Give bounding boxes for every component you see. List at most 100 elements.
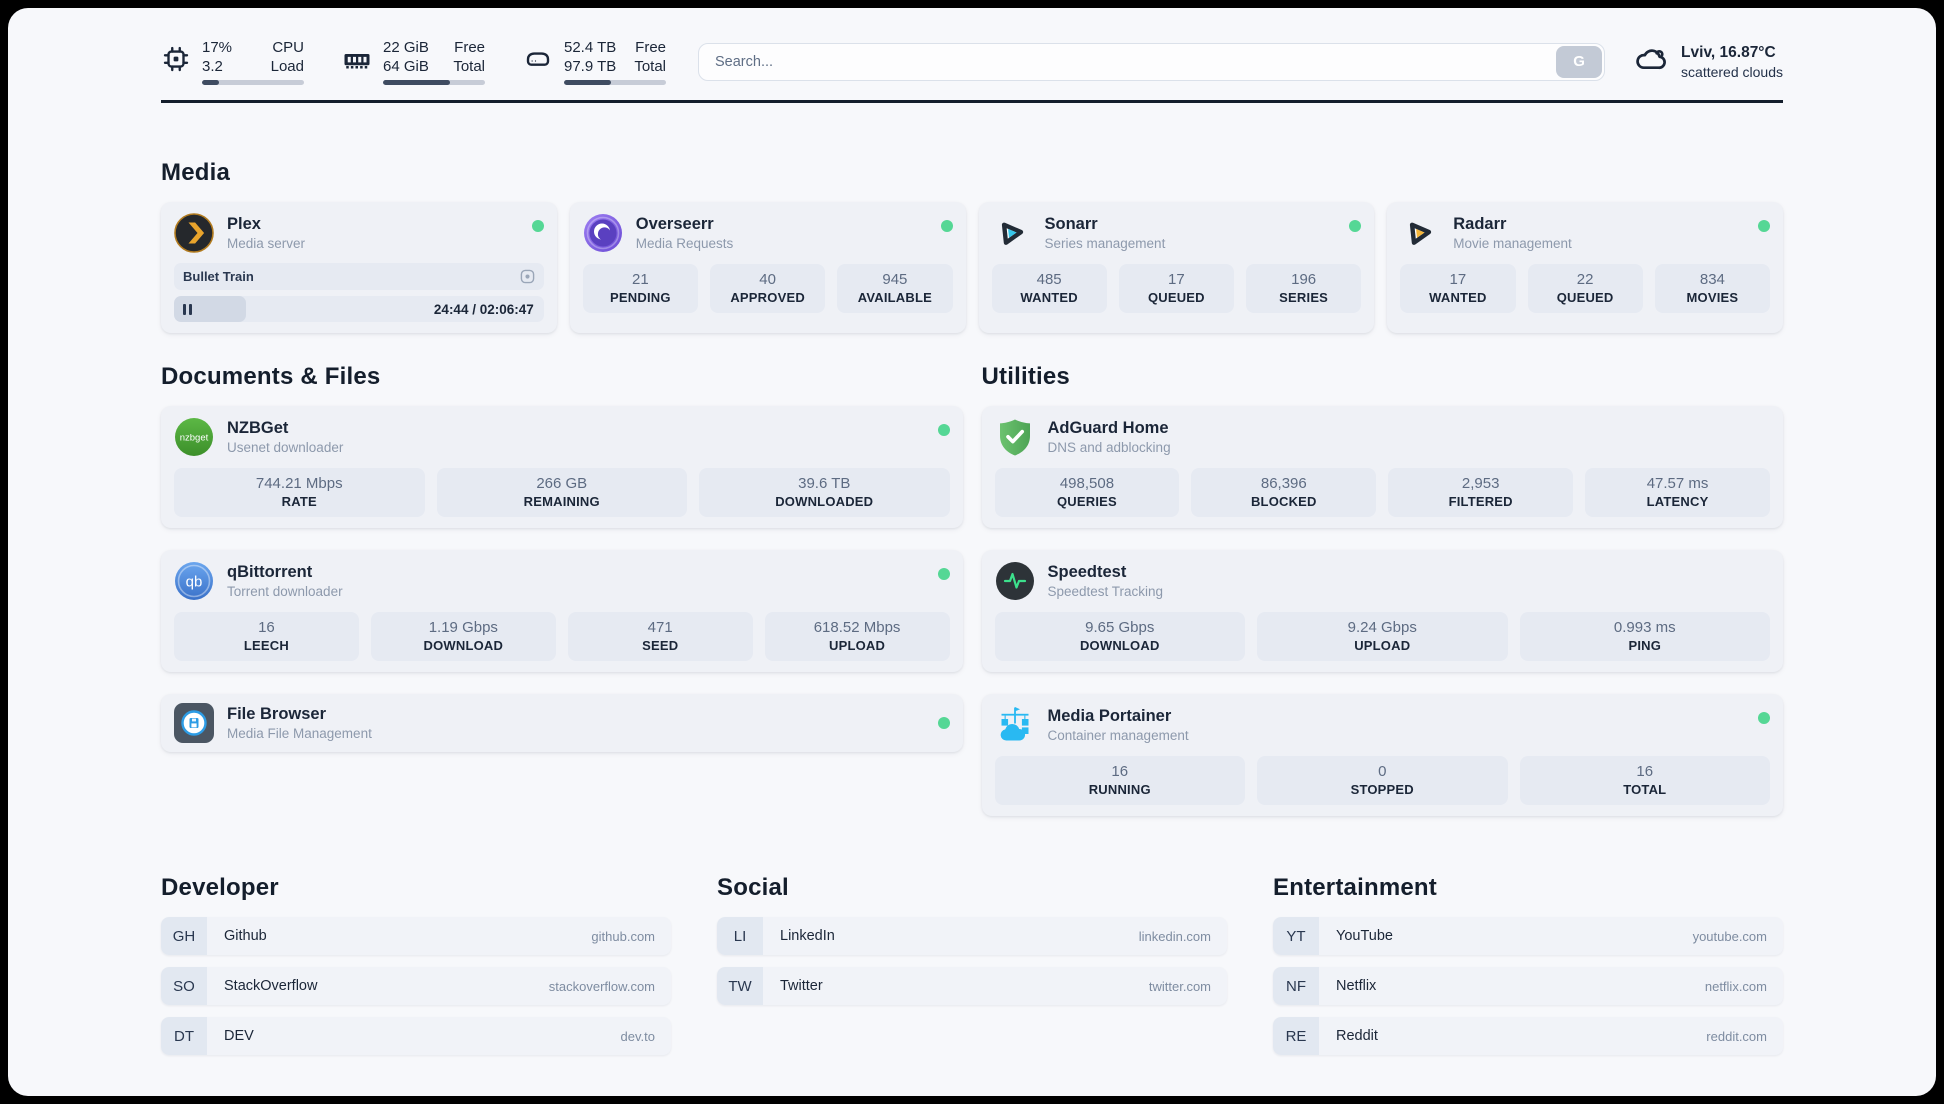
qbittorrent-stats: 16 LEECH 1.19 Gbps DOWNLOAD 471 SEED 6 [174, 612, 950, 661]
stat-running: 16 RUNNING [994, 756, 1245, 805]
portainer-card-header: Media Portainer Container management [995, 705, 1770, 745]
card-filebrowser[interactable]: File Browser Media File Management [161, 694, 963, 752]
app-name: Speedtest [1047, 563, 1127, 581]
radarr-stats: 17 WANTED 22 QUEUED 834 MOVIES [1400, 264, 1770, 313]
bookmark-youtube[interactable]: YT YouTube youtube.com [1273, 917, 1783, 955]
sonarr-icon [992, 213, 1032, 253]
bookmark-group-social: Social LI LinkedIn linkedin.com TW Twitt… [717, 874, 1227, 1017]
bookmark-github[interactable]: GH Github github.com [161, 917, 671, 955]
weather-text: Lviv, 16.87°C scattered clouds [1681, 43, 1783, 81]
stat-ping: 0.993 ms PING [1519, 612, 1770, 661]
speedtest-stats: 9.65 Gbps DOWNLOAD 9.24 Gbps UPLOAD 0.99… [994, 612, 1770, 661]
app-desc: Media Requests [635, 236, 734, 251]
stat-download: 1.19 Gbps DOWNLOAD [370, 612, 556, 661]
plex-card-header: Plex Media server [174, 213, 544, 253]
search-provider-button[interactable]: G [1556, 45, 1603, 78]
documents-column: Documents & Files nzbget [161, 363, 963, 816]
search-bar: G [698, 42, 1606, 81]
search-input[interactable] [698, 42, 1606, 81]
utilities-column: Utilities [981, 363, 1783, 816]
stat-value: 471 [647, 619, 673, 636]
card-radarr[interactable]: Radarr Movie management 17 WANTED 22 QUE… [1387, 202, 1783, 333]
memory-total-label: Total [453, 58, 485, 75]
stat-value: 21 [632, 271, 649, 288]
bookmark-url: youtube.com [1692, 928, 1767, 944]
app-name: Radarr [1453, 215, 1507, 233]
stat-value: 86,396 [1260, 475, 1307, 492]
card-speedtest[interactable]: Speedtest Speedtest Tracking 9.65 Gbps D… [981, 550, 1783, 672]
stat-leech: 16 LEECH [174, 612, 359, 661]
stat-label: DOWNLOAD [423, 638, 504, 653]
stat-total: 16 TOTAL [1519, 756, 1770, 805]
status-dot [937, 424, 950, 436]
bookmark-abbr: GH [161, 917, 207, 955]
now-playing-row: Bullet Train [174, 263, 544, 290]
app-name: AdGuard Home [1047, 419, 1169, 437]
adguard-card-header: AdGuard Home DNS and adblocking [995, 417, 1771, 457]
stat-pending: 21 PENDING [582, 264, 698, 313]
status-dot [940, 220, 953, 232]
bookmark-linkedin[interactable]: LI LinkedIn linkedin.com [717, 917, 1227, 955]
portainer-card-title-block: Media Portainer Container management [1048, 706, 1189, 744]
stat-stopped: 0 STOPPED [1257, 756, 1508, 805]
svg-text:qb: qb [186, 574, 203, 591]
app-name: Media Portainer [1047, 707, 1172, 725]
memory-row-1: 22 GiB Free [383, 38, 485, 57]
pause-icon [183, 303, 192, 315]
bookmark-stackoverflow[interactable]: SO StackOverflow stackoverflow.com [161, 967, 671, 1005]
weather-widget: Lviv, 16.87°C scattered clouds [1633, 41, 1783, 82]
stat-label: SERIES [1279, 290, 1329, 305]
stat-label: FILTERED [1448, 494, 1513, 509]
bookmark-url: dev.to [620, 1028, 655, 1044]
app-desc: Series management [1044, 236, 1166, 251]
app-name: Sonarr [1044, 215, 1098, 233]
stat-series: 196 SERIES [1246, 264, 1362, 313]
card-sonarr[interactable]: Sonarr Series management 485 WANTED 17 Q… [978, 202, 1375, 333]
stat-label: DOWNLOAD [1079, 638, 1160, 653]
stat-downloaded: 39.6 TB DOWNLOADED [699, 468, 950, 517]
stat-latency: 47.57 ms LATENCY [1585, 468, 1770, 517]
overseerr-icon [583, 213, 623, 253]
stat-remaining: 266 GB REMAINING [436, 468, 687, 517]
plex-icon [174, 213, 214, 253]
bookmark-abbr: SO [161, 967, 207, 1005]
stat-queries: 498,508 QUERIES [994, 468, 1180, 517]
bookmark-dev[interactable]: DT DEV dev.to [161, 1017, 671, 1055]
stat-value: 16 [258, 619, 275, 636]
qbittorrent-card-title-block: qBittorrent Torrent downloader [227, 562, 343, 600]
bookmark-reddit[interactable]: RE Reddit reddit.com [1273, 1017, 1783, 1055]
hard-drive-icon [523, 44, 553, 79]
cpu-load-value: 3.2 [202, 58, 223, 75]
app-desc: Container management [1047, 728, 1189, 743]
speedtest-card-title-block: Speedtest Speedtest Tracking [1048, 562, 1164, 600]
bookmark-abbr: YT [1273, 917, 1319, 955]
session-detail-icon[interactable] [520, 269, 535, 284]
memory-row-2: 64 GiB Total [383, 57, 485, 76]
bookmark-netflix[interactable]: NF Netflix netflix.com [1273, 967, 1783, 1005]
disk-widget-body: 52.4 TB Free 97.9 TB Total [564, 38, 666, 85]
cpu-widget: 17% CPU 3.2 Load [161, 38, 304, 85]
stat-value: 16 [1111, 763, 1129, 780]
card-plex[interactable]: Plex Media server Bullet Train [161, 202, 557, 333]
resource-widgets: 17% CPU 3.2 Load [161, 38, 666, 85]
card-portainer[interactable]: Media Portainer Container management 16 … [981, 694, 1783, 816]
app-desc: Torrent downloader [227, 584, 343, 599]
nzbget-card-title-block: NZBGet Usenet downloader [227, 418, 343, 456]
stat-value: 9.65 Gbps [1085, 619, 1155, 636]
qbittorrent-card-header: qb qBittorrent Torrent downloader [174, 561, 950, 601]
adguard-icon [995, 417, 1035, 457]
bookmark-twitter[interactable]: TW Twitter twitter.com [717, 967, 1227, 1005]
app-desc: Movie management [1453, 236, 1572, 251]
stat-label: UPLOAD [1354, 638, 1411, 653]
speedtest-icon [995, 561, 1035, 601]
stat-upload: 9.24 Gbps UPLOAD [1257, 612, 1508, 661]
card-adguard[interactable]: AdGuard Home DNS and adblocking 498,508 … [981, 406, 1783, 528]
stat-label: APPROVED [730, 290, 805, 305]
card-nzbget[interactable]: nzbget NZBGet Usenet downloader 744.21 M… [161, 406, 963, 528]
bookmark-url: stackoverflow.com [548, 978, 655, 994]
card-qbittorrent[interactable]: qb qBittorrent Torrent downloader 16 LEE… [161, 550, 963, 672]
bookmark-url: reddit.com [1706, 1028, 1767, 1044]
qbittorrent-icon: qb [174, 561, 214, 601]
card-overseerr[interactable]: Overseerr Media Requests 21 PENDING 40 A… [569, 202, 966, 333]
overseerr-card-title-block: Overseerr Media Requests [636, 214, 734, 252]
